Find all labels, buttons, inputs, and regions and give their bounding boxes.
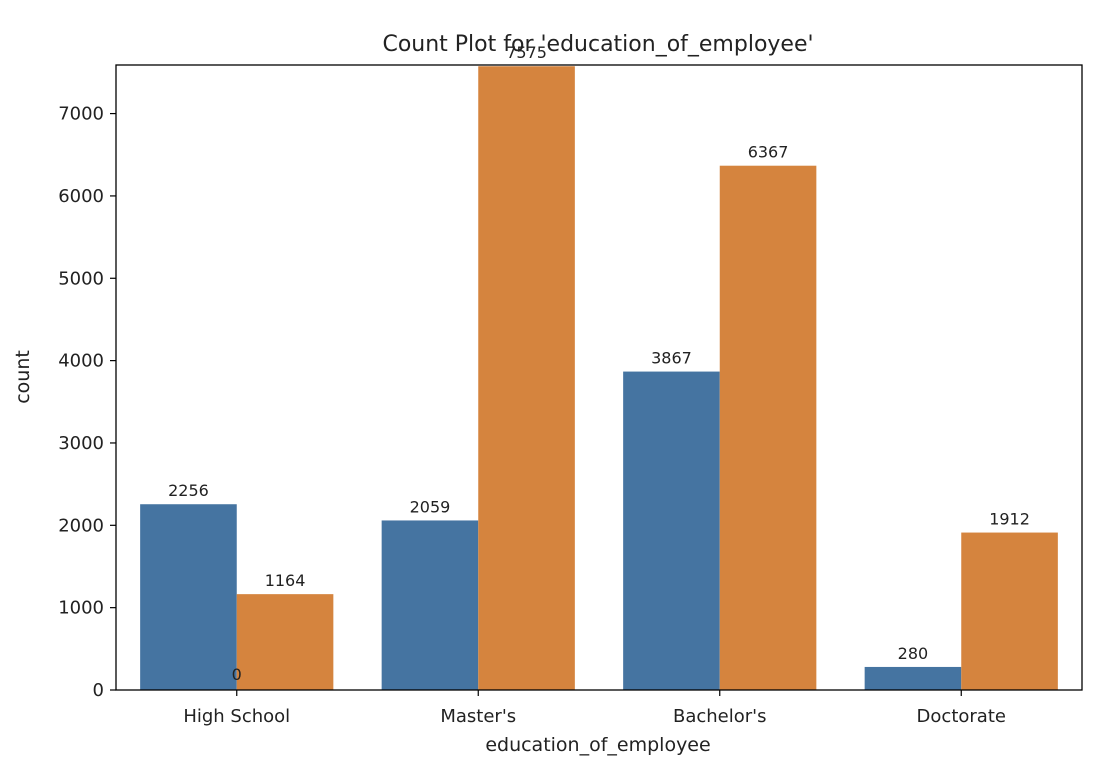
x-tick-label: High School xyxy=(183,706,290,727)
data-label-series-2-cat-2: 7575 xyxy=(506,43,547,62)
x-axis-title: education_of_employee xyxy=(485,734,710,756)
ticks-layer: 0 1000 2000 3000 4000 5000 6000 7000 High School… xyxy=(58,104,1006,727)
bars-layer xyxy=(140,66,1058,691)
chart-title: Count Plot for 'education_of_employee' xyxy=(382,32,813,57)
y-tick-label: 6000 xyxy=(58,186,104,207)
x-tick-label: Bachelor's xyxy=(673,706,767,727)
x-tick-label: Doctorate xyxy=(917,706,1006,727)
x-tick-label: Master's xyxy=(440,706,516,727)
bar-series-1-cat-2 xyxy=(381,520,479,690)
bar-series-2-cat-1 xyxy=(236,594,334,690)
bar-series-1-cat-1 xyxy=(140,504,237,690)
bar-series-2-cat-2 xyxy=(478,66,575,691)
data-label-series-1-cat-3: 3867 xyxy=(651,349,692,368)
y-tick-label: 2000 xyxy=(58,515,104,536)
y-axis-title: count xyxy=(12,350,34,404)
y-tick-label: 5000 xyxy=(58,268,104,289)
data-label-series-2-cat-4: 1912 xyxy=(989,510,1030,529)
bar-series-1-cat-3 xyxy=(623,371,720,690)
data-label-series-2-cat-1: 1164 xyxy=(265,571,306,590)
data-label-series-1-cat-4: 280 xyxy=(898,644,929,663)
y-tick-label: 0 xyxy=(93,680,104,701)
bar-series-1-cat-4 xyxy=(864,666,962,690)
data-labels-layer: 2256 2059 3867 280 1164 7575 6367 1912 0 xyxy=(168,43,1030,684)
bar-series-2-cat-3 xyxy=(719,165,817,690)
bar-series-2-cat-4 xyxy=(961,532,1058,690)
data-label-series-1-cat-2: 2059 xyxy=(410,497,451,516)
y-tick-label: 3000 xyxy=(58,433,104,454)
y-tick-label: 4000 xyxy=(58,351,104,372)
extra-annotation: 0 xyxy=(232,665,242,684)
plot-frame xyxy=(115,64,1083,691)
y-tick-label: 1000 xyxy=(58,598,104,619)
data-label-series-2-cat-3: 6367 xyxy=(748,143,789,162)
y-tick-label: 7000 xyxy=(58,104,104,125)
data-label-series-1-cat-1: 2256 xyxy=(168,481,209,500)
